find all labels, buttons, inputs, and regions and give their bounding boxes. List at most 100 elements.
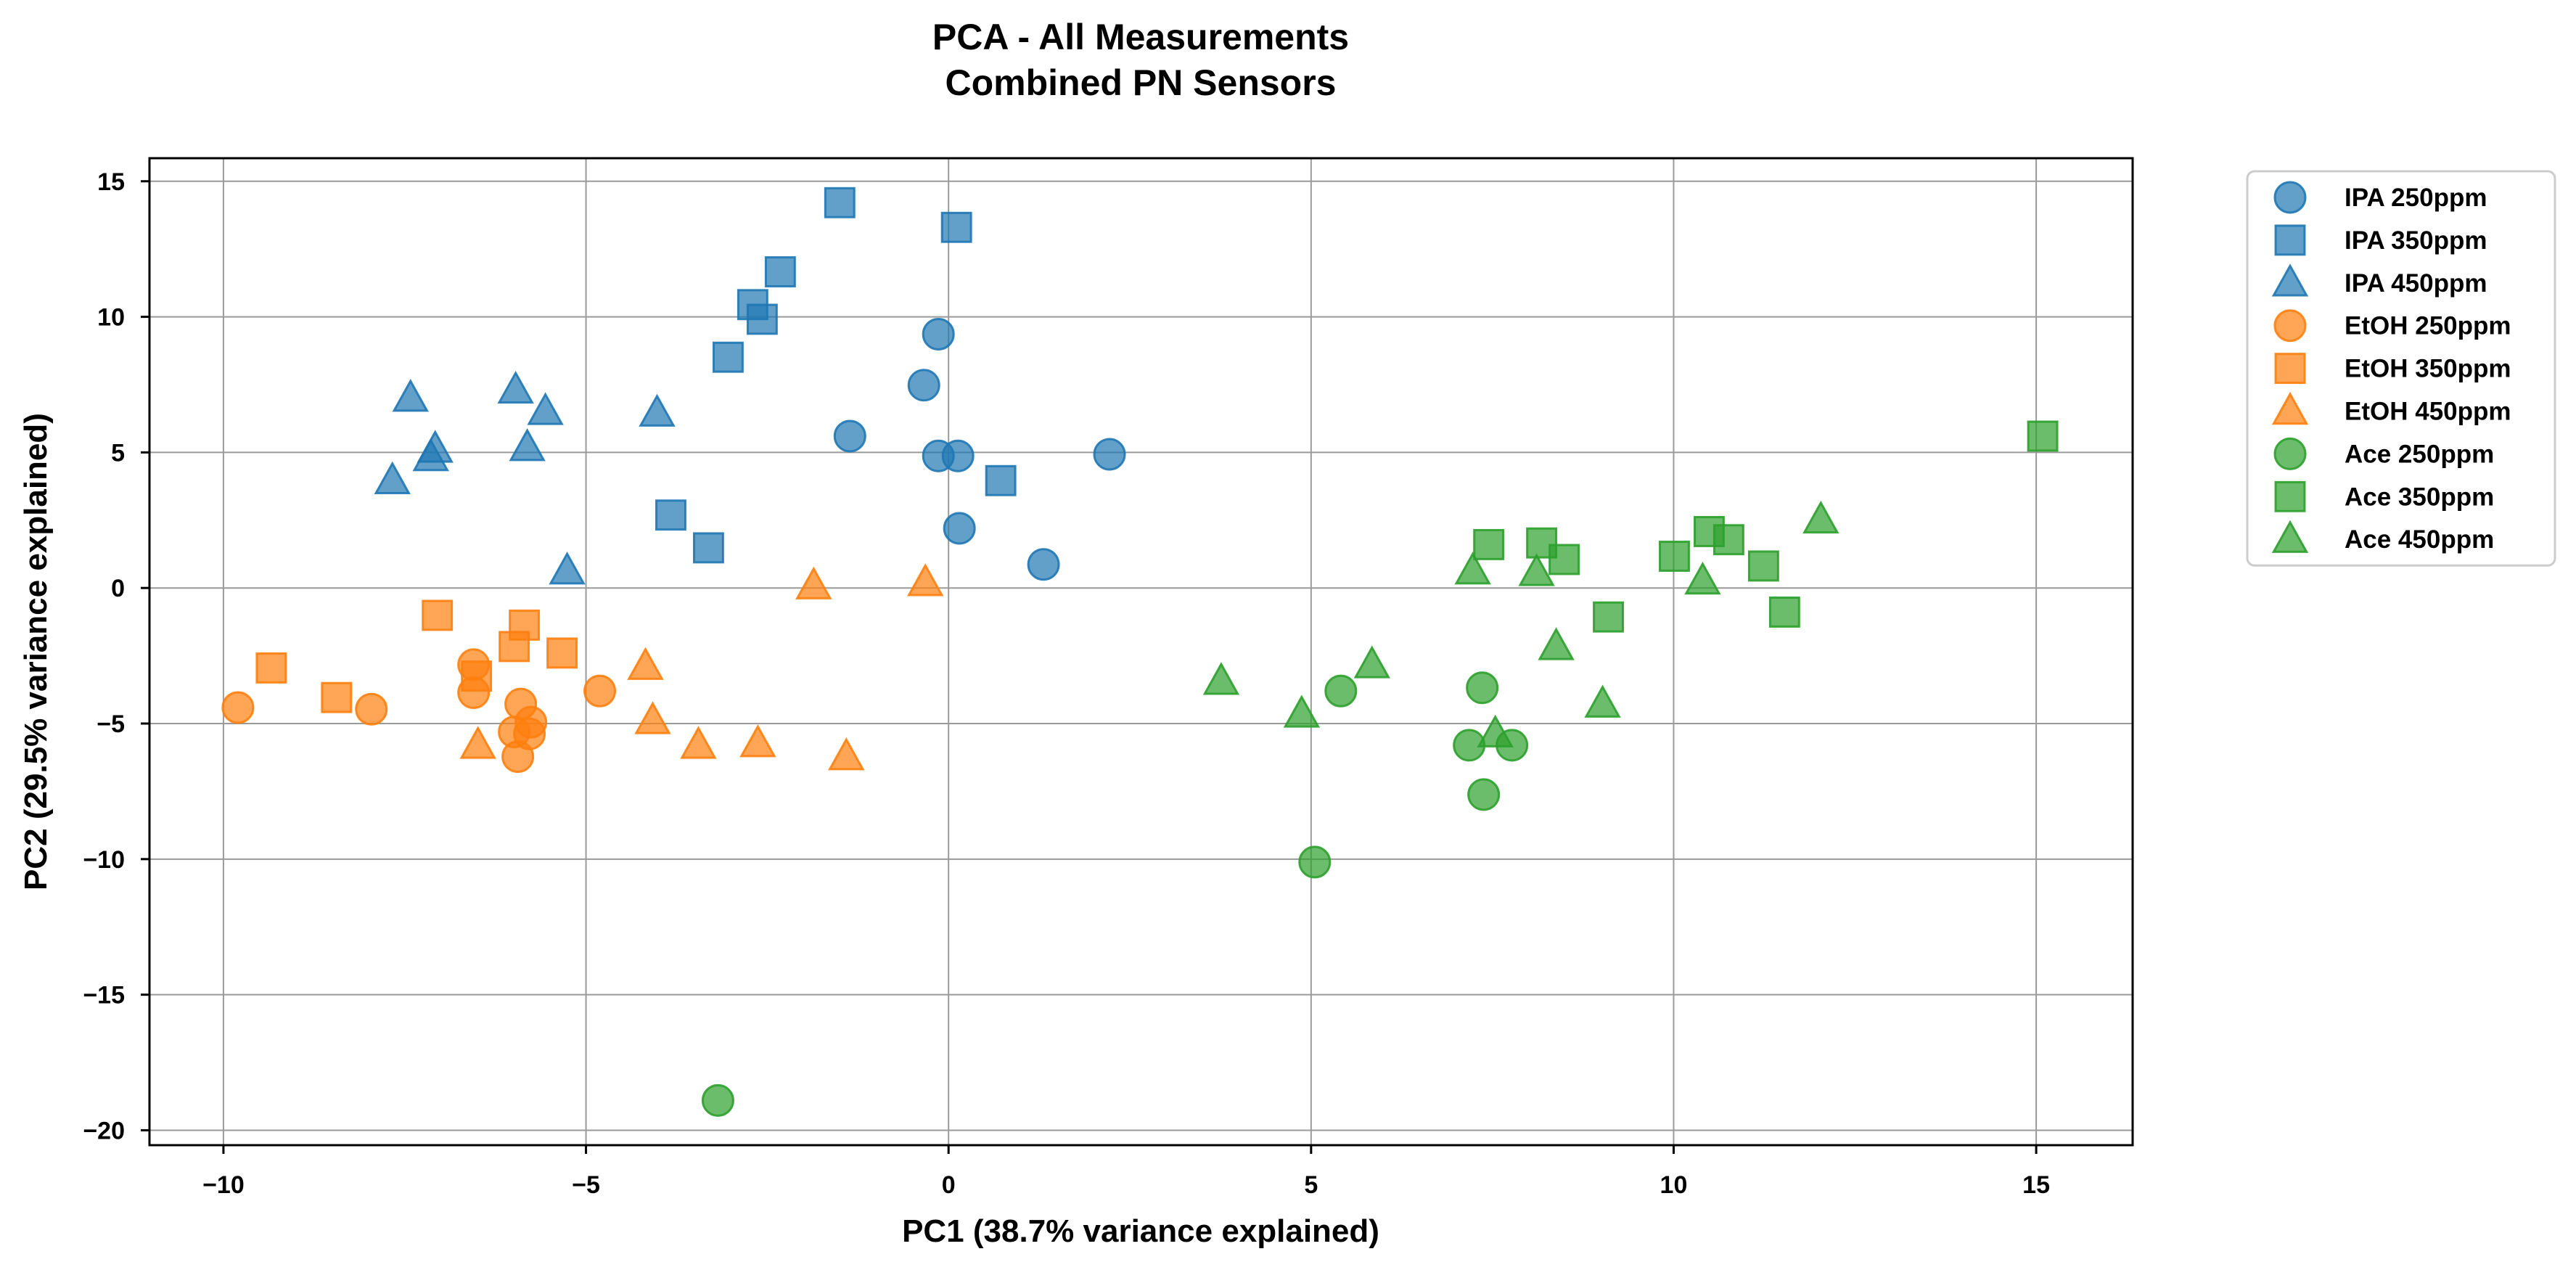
grid-layer	[149, 158, 2133, 1145]
point-ace-350ppm	[1593, 601, 1624, 633]
legend-label: EtOH 250ppm	[2345, 312, 2511, 340]
legend-marker-ipa-350ppm	[2274, 224, 2306, 256]
point-etoh-250ppm	[355, 692, 388, 726]
point-etoh-350ppm	[422, 599, 454, 631]
point-ipa-250ppm	[1027, 548, 1060, 581]
point-ace-350ppm	[1473, 528, 1505, 560]
series-ipa-350ppm	[655, 187, 1017, 564]
x-tick-label: 10	[1660, 1171, 1688, 1199]
series-etoh-350ppm	[255, 599, 578, 713]
point-etoh-350ppm	[255, 652, 287, 684]
y-tick-label: −15	[83, 982, 125, 1009]
legend-label: Ace 250ppm	[2345, 440, 2494, 468]
point-ipa-250ppm	[941, 439, 975, 472]
point-ipa-350ppm	[712, 341, 744, 373]
x-tick-label: −10	[202, 1171, 245, 1199]
point-etoh-350ppm	[546, 637, 578, 669]
point-ace-450ppm	[1454, 552, 1491, 585]
point-ace-450ppm	[1518, 553, 1555, 586]
y-tick-label: −5	[97, 710, 125, 738]
point-ipa-450ppm	[392, 379, 429, 412]
legend-marker-etoh-450ppm	[2271, 391, 2309, 425]
legend: IPA 250ppm IPA 350ppm IPA 450ppm EtOH 250pp…	[2246, 170, 2556, 567]
legend-marker-etoh-350ppm	[2274, 353, 2306, 385]
x-tick-label: 0	[942, 1171, 956, 1199]
legend-marker-ace-450ppm	[2271, 520, 2309, 553]
point-ace-350ppm	[1768, 597, 1800, 628]
point-etoh-450ppm	[459, 726, 496, 759]
point-ipa-450ppm	[639, 393, 676, 427]
legend-label: EtOH 450ppm	[2345, 398, 2511, 426]
point-ipa-350ppm	[692, 532, 724, 564]
legend-item: EtOH 350ppm	[2274, 353, 2511, 385]
point-ipa-250ppm	[1093, 438, 1126, 471]
point-ipa-250ppm	[907, 369, 940, 402]
point-ipa-450ppm	[374, 461, 411, 494]
legend-marker-ipa-450ppm	[2271, 263, 2309, 297]
point-etoh-250ppm	[501, 740, 535, 774]
point-etoh-450ppm	[906, 563, 944, 597]
legend-marker-ace-350ppm	[2274, 480, 2306, 512]
point-ipa-350ppm	[764, 256, 796, 287]
legend-label: IPA 250ppm	[2345, 184, 2487, 212]
point-etoh-350ppm	[509, 609, 541, 641]
legend-frame	[2246, 170, 2556, 567]
legend-marker-ipa-250ppm	[2273, 181, 2307, 214]
point-etoh-450ppm	[795, 566, 832, 599]
point-ace-450ppm	[1802, 500, 1839, 534]
point-ipa-250ppm	[922, 317, 955, 351]
point-etoh-250ppm	[221, 691, 255, 724]
point-ace-350ppm	[1747, 550, 1779, 582]
legend-item: IPA 350ppm	[2274, 224, 2487, 256]
legend-item: Ace 250ppm	[2273, 437, 2494, 470]
point-ace-450ppm	[1477, 714, 1514, 747]
y-tick-label: 5	[111, 439, 125, 467]
axes-frame	[148, 157, 2134, 1147]
legend-item: EtOH 250ppm	[2273, 309, 2511, 343]
x-tick-label: 15	[2022, 1171, 2050, 1199]
point-etoh-350ppm	[461, 660, 493, 692]
legend-marker-ace-250ppm	[2273, 437, 2307, 470]
axes-layer: −10 −5 0 5 10 15 −20 −15 −10 −5 0 5 10 15	[83, 157, 2134, 1199]
point-ace-250ppm	[1466, 671, 1499, 705]
point-ace-450ppm	[1584, 684, 1621, 718]
point-ipa-250ppm	[833, 419, 866, 453]
point-ipa-450ppm	[509, 428, 546, 462]
point-ace-350ppm	[1712, 524, 1744, 556]
point-ace-250ppm	[1324, 674, 1358, 708]
y-tick-label: −10	[83, 846, 125, 874]
y-tick-label: 0	[111, 575, 125, 602]
point-ipa-450ppm	[549, 552, 586, 585]
legend-label: IPA 350ppm	[2345, 226, 2487, 255]
series-ace-350ppm	[1473, 420, 2059, 633]
series-ipa-250ppm	[833, 317, 1126, 581]
x-axis-label: PC1 (38.7% variance explained)	[902, 1213, 1379, 1249]
y-tick-label: 15	[97, 168, 125, 196]
point-ipa-350ppm	[824, 187, 856, 218]
legend-item: IPA 250ppm	[2273, 181, 2487, 214]
legend-label: EtOH 350ppm	[2345, 355, 2511, 383]
points-layer	[221, 187, 2059, 1117]
point-etoh-450ppm	[634, 701, 671, 734]
chart-title: PCA - All Measurements	[932, 17, 1349, 57]
point-etoh-450ppm	[627, 647, 664, 680]
point-ace-450ppm	[1538, 627, 1575, 660]
point-etoh-450ppm	[680, 726, 717, 759]
point-ipa-350ppm	[655, 499, 686, 531]
point-ipa-250ppm	[943, 512, 976, 545]
legend-label: IPA 450ppm	[2345, 269, 2487, 298]
point-ace-450ppm	[1202, 662, 1240, 695]
point-ace-350ppm	[2027, 420, 2059, 452]
point-etoh-250ppm	[583, 674, 617, 708]
chart-subtitle: Combined PN Sensors	[946, 62, 1337, 103]
point-ace-450ppm	[1353, 645, 1390, 679]
legend-item: EtOH 450ppm	[2271, 391, 2511, 426]
point-ace-250ppm	[1298, 845, 1332, 879]
point-ipa-450ppm	[412, 438, 449, 472]
series-etoh-450ppm	[459, 563, 944, 771]
legend-label: Ace 450ppm	[2345, 525, 2494, 554]
point-ipa-350ppm	[746, 303, 778, 335]
point-ace-450ppm	[1283, 695, 1321, 728]
